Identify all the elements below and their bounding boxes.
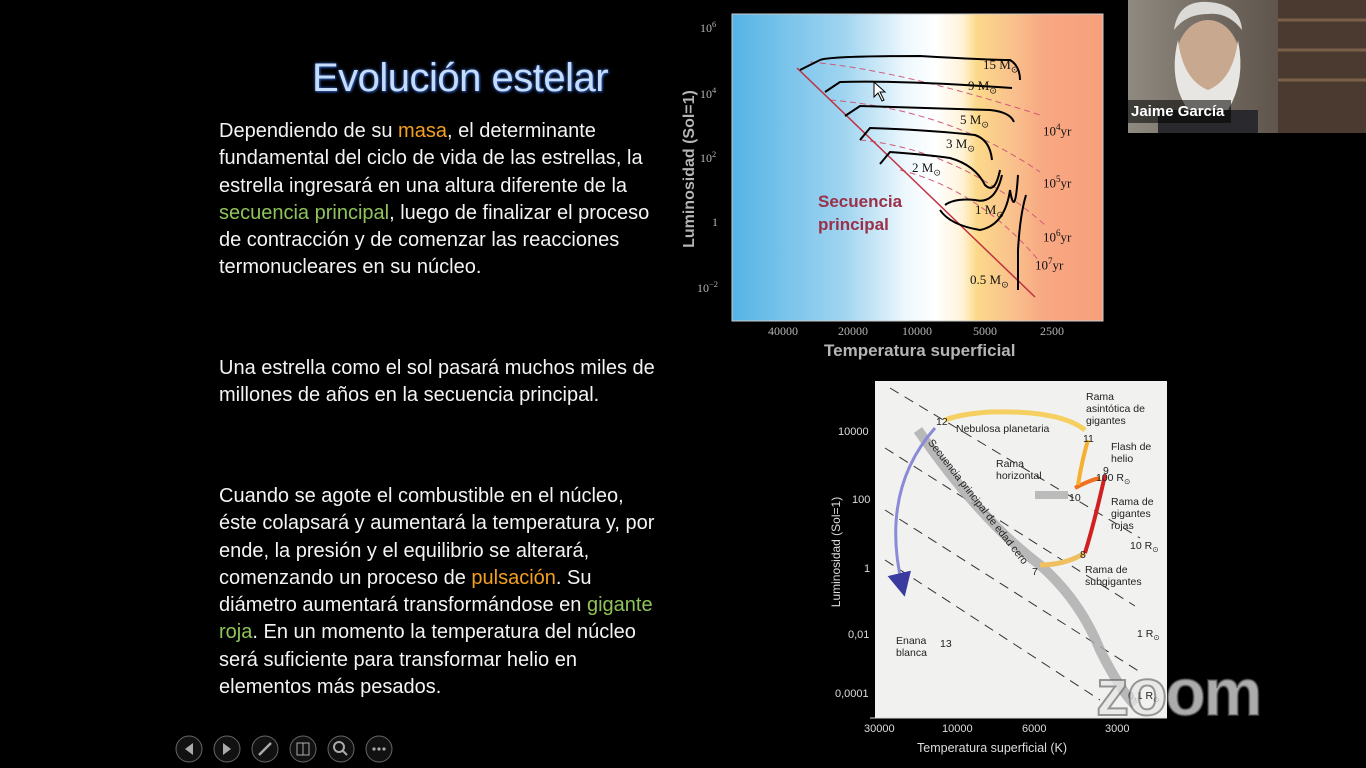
flash-path <box>1074 476 1101 490</box>
stage-number: 10 <box>1069 492 1081 504</box>
x-axis-label: Temperatura superficial (K) <box>917 741 1068 755</box>
stage-label: Rama de gigantes rojas <box>1111 496 1154 532</box>
mass-label: 3 M⊙ <box>946 136 975 154</box>
main-sequence-line <box>796 67 1036 298</box>
zoom-button[interactable] <box>327 735 355 763</box>
radius-label: 1 R⊙ <box>1137 628 1160 643</box>
y-axis-label: Luminosidad (Sol=1) <box>829 496 843 608</box>
stage-number: 13 <box>940 638 952 650</box>
x-tick-label: 2500 <box>1040 324 1064 338</box>
radius-label: 0,1 R⊙ <box>1128 690 1160 705</box>
mouse-cursor <box>873 80 887 102</box>
tracks <box>799 54 1027 290</box>
participant-name: Jaime García <box>1124 100 1232 123</box>
x-tick-label: 40000 <box>768 324 798 338</box>
highlighted-text: secuencia principal <box>219 201 390 224</box>
stage-label: Rama asintótica de gigantes <box>1086 391 1145 427</box>
stage-number: 7 <box>1032 566 1038 578</box>
top-diagram <box>731 13 1104 322</box>
paragraph: Dependiendo de su masa, el determinante … <box>219 118 659 282</box>
text-run: , luego de finalizar el proceso de contr… <box>219 201 650 279</box>
mass-label: 15 M⊙ <box>983 57 1019 75</box>
radius-lines <box>884 387 1141 701</box>
x-tick-label: 10000 <box>942 723 973 735</box>
paragraph: Una estrella como el sol pasará muchos m… <box>219 355 659 410</box>
stage-number: 12 <box>936 416 948 428</box>
mass-label: 9 M⊙ <box>968 78 997 96</box>
text-run: . Su diámetro aumentará transformándose … <box>219 566 592 617</box>
x-axis-label: Temperatura superficial <box>824 341 1016 360</box>
mass-label: 0.5 M⊙ <box>970 272 1009 290</box>
prev-button[interactable] <box>175 735 203 763</box>
stage-label: Rama horizontal <box>996 458 1042 482</box>
y-tick-label: 102 <box>700 150 717 165</box>
x-tick-label: 3000 <box>1105 723 1130 735</box>
plot-area <box>731 13 1104 322</box>
time-label: 107yr <box>1035 256 1064 273</box>
paragraph: Cuando se agote el combustible en el núc… <box>219 483 659 701</box>
isochrones <box>809 61 1046 263</box>
more-button[interactable] <box>365 735 393 763</box>
slide-title: Evolución estelar <box>311 56 609 100</box>
y-tick-label: 0,0001 <box>835 688 869 700</box>
agb-path <box>1076 439 1090 486</box>
text-run: , el determinante fundamental del ciclo … <box>219 120 643 197</box>
radius-label: 100 R⊙ <box>1096 472 1131 487</box>
mass-label: 2 M⊙ <box>912 160 941 178</box>
time-label: 104yr <box>1043 122 1072 139</box>
highlighted-text: masa <box>398 120 447 142</box>
y-tick-label: 100 <box>852 494 871 506</box>
x-tick-label: 20000 <box>838 324 868 338</box>
y-tick-label: 1 <box>712 215 718 229</box>
stage-number: 11 <box>1083 433 1094 445</box>
main-sequence-label: Secuencia principal <box>818 192 903 234</box>
next-button[interactable] <box>213 735 241 763</box>
highlighted-text: gigante roja <box>219 594 653 644</box>
toolbar <box>175 735 393 763</box>
text-run: Dependiendo de su <box>219 120 399 142</box>
pen-button[interactable] <box>251 735 279 763</box>
y-tick-label: 1 <box>864 563 871 575</box>
stage-number: 8 <box>1080 549 1086 561</box>
wd-path <box>887 427 937 597</box>
text-run: Una estrella como el sol pasará muchos m… <box>219 357 655 407</box>
y-tick-label: 106 <box>700 20 717 35</box>
subgiant-path <box>1039 550 1087 568</box>
stage-label: Flash de helio <box>1111 441 1152 465</box>
y-tick-label: 10000 <box>838 426 869 438</box>
zams-band <box>913 427 1139 709</box>
time-label: 105yr <box>1043 174 1072 191</box>
watermark: zoom <box>1095 654 1263 730</box>
stage-label: Rama de subgigantes <box>1085 564 1142 588</box>
x-tick-label: 5000 <box>973 324 997 338</box>
y-tick-label: 10−2 <box>697 280 718 295</box>
mass-label: 5 M⊙ <box>960 112 989 130</box>
time-label: 106yr <box>1043 228 1072 245</box>
text-run: . En un momento la temperatura del núcle… <box>219 621 636 699</box>
y-axis-label: Luminosidad (Sol=1) <box>681 90 698 248</box>
highlighted-text: pulsación <box>471 566 556 589</box>
stage-label: Enana blanca <box>896 635 927 659</box>
stage-label: Nebulosa planetaria <box>956 423 1050 435</box>
slides-button[interactable] <box>289 735 317 763</box>
x-tick-label: 10000 <box>902 324 932 338</box>
bottom-diagram <box>870 381 1167 719</box>
radius-label: 10 R⊙ <box>1130 540 1159 555</box>
y-tick-label: 0,01 <box>848 629 870 641</box>
y-tick-label: 104 <box>700 86 717 101</box>
mass-label: 1 M⊙ <box>975 202 1004 220</box>
x-tick-label: 6000 <box>1022 723 1047 735</box>
rgb-path <box>1083 474 1107 554</box>
x-tick-label: 30000 <box>864 723 895 735</box>
pn-path <box>944 409 1087 433</box>
stage-number: 9 <box>1103 465 1109 477</box>
text-run: Cuando se agote el combustible en el núc… <box>219 485 655 589</box>
